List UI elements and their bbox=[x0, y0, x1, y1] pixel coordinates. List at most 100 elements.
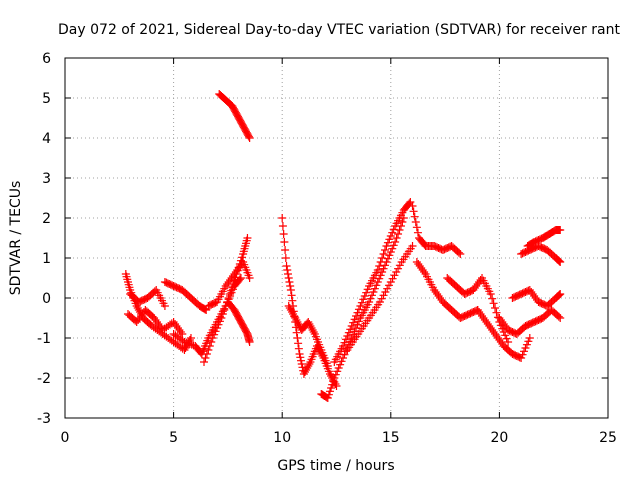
data-point bbox=[339, 354, 348, 362]
data-point bbox=[395, 226, 404, 234]
data-point bbox=[346, 325, 355, 334]
data-point bbox=[359, 295, 368, 304]
data-point bbox=[287, 291, 296, 300]
x-tick-label: 20 bbox=[490, 430, 508, 446]
data-point bbox=[554, 291, 563, 300]
data-point bbox=[217, 314, 226, 322]
data-point bbox=[333, 367, 342, 376]
data-point bbox=[285, 278, 294, 286]
data-point bbox=[389, 241, 398, 250]
series-arc-6 bbox=[200, 234, 252, 366]
data-point bbox=[282, 262, 291, 270]
data-point bbox=[278, 214, 287, 222]
y-tick-label: 1 bbox=[42, 251, 51, 267]
series-arc-17 bbox=[443, 274, 513, 346]
data-point bbox=[328, 380, 337, 389]
data-point bbox=[207, 338, 216, 346]
data-point bbox=[376, 258, 385, 266]
data-point bbox=[486, 290, 495, 298]
data-point bbox=[384, 281, 393, 290]
y-axis-label: SDTVAR / TECUs bbox=[8, 181, 24, 296]
data-point bbox=[383, 254, 392, 263]
data-point bbox=[202, 350, 211, 358]
axis-ticks bbox=[64, 57, 609, 419]
data-point bbox=[238, 253, 247, 262]
y-tick-label: -1 bbox=[37, 331, 51, 347]
data-point bbox=[555, 290, 564, 299]
grid bbox=[65, 58, 608, 418]
data-point bbox=[386, 232, 395, 240]
data-point bbox=[236, 274, 245, 282]
data-point bbox=[186, 334, 195, 342]
data-point bbox=[283, 266, 292, 274]
data-point bbox=[187, 340, 196, 349]
data-point bbox=[394, 264, 403, 273]
data-point bbox=[305, 360, 314, 368]
data-point bbox=[388, 228, 397, 237]
data-point bbox=[556, 290, 565, 298]
data-point bbox=[281, 246, 290, 254]
data-point bbox=[297, 356, 306, 365]
series-arc-10 bbox=[278, 214, 341, 390]
data-point bbox=[392, 268, 401, 276]
data-point bbox=[501, 331, 510, 340]
data-point bbox=[228, 283, 237, 292]
data-point bbox=[555, 257, 564, 266]
data-point bbox=[294, 344, 303, 353]
data-point bbox=[456, 250, 465, 258]
data-point bbox=[325, 387, 334, 396]
data-point bbox=[176, 328, 185, 336]
data-point bbox=[356, 302, 365, 310]
series-arc-15 bbox=[408, 202, 465, 258]
series-arc-20 bbox=[508, 286, 565, 310]
data-point bbox=[235, 275, 244, 284]
data-point bbox=[488, 294, 497, 303]
data-point bbox=[185, 340, 194, 348]
data-point bbox=[489, 299, 498, 308]
data-point bbox=[327, 384, 336, 392]
data-point bbox=[357, 298, 366, 307]
tick-labels: 0 5 10 15 20 25 -3 -2 -1 0 1 2 3 4 5 6 bbox=[37, 51, 617, 446]
data-point bbox=[205, 342, 214, 350]
data-point bbox=[210, 330, 219, 339]
data-point bbox=[391, 238, 400, 246]
y-tick-label: 6 bbox=[42, 51, 51, 67]
data-point bbox=[201, 354, 210, 362]
data-point bbox=[381, 288, 390, 296]
data-point bbox=[556, 226, 565, 234]
data-point bbox=[281, 254, 290, 262]
data-point bbox=[554, 312, 563, 321]
data-point bbox=[279, 230, 288, 238]
x-tick-label: 10 bbox=[273, 430, 291, 446]
data-point bbox=[294, 339, 303, 348]
series-arc-3 bbox=[123, 306, 187, 338]
plot-frame bbox=[64, 57, 609, 419]
x-axis-label: GPS time / hours bbox=[277, 458, 394, 474]
x-tick-label: 25 bbox=[599, 430, 617, 446]
x-tick-label: 15 bbox=[382, 430, 400, 446]
data-point bbox=[286, 282, 295, 290]
data-point bbox=[375, 262, 384, 270]
data-point bbox=[366, 294, 375, 303]
data-point bbox=[323, 394, 332, 402]
data-point bbox=[245, 134, 254, 142]
series-arc-13 bbox=[330, 198, 415, 366]
data-point bbox=[296, 353, 305, 362]
data-point bbox=[378, 268, 387, 276]
data-point bbox=[295, 350, 304, 358]
data-point bbox=[370, 284, 379, 293]
data-markers bbox=[121, 90, 565, 402]
data-point bbox=[352, 324, 361, 332]
y-tick-label: -2 bbox=[37, 371, 51, 387]
x-tick-label: 5 bbox=[169, 430, 178, 446]
data-point bbox=[372, 281, 381, 290]
data-point bbox=[373, 266, 382, 274]
data-point bbox=[363, 285, 372, 294]
data-point bbox=[383, 238, 392, 247]
x-tick-label: 0 bbox=[61, 430, 70, 446]
series-arc-8 bbox=[223, 298, 254, 346]
data-point bbox=[454, 248, 463, 257]
data-point bbox=[360, 292, 369, 300]
data-point bbox=[379, 250, 388, 258]
data-point bbox=[332, 382, 341, 390]
